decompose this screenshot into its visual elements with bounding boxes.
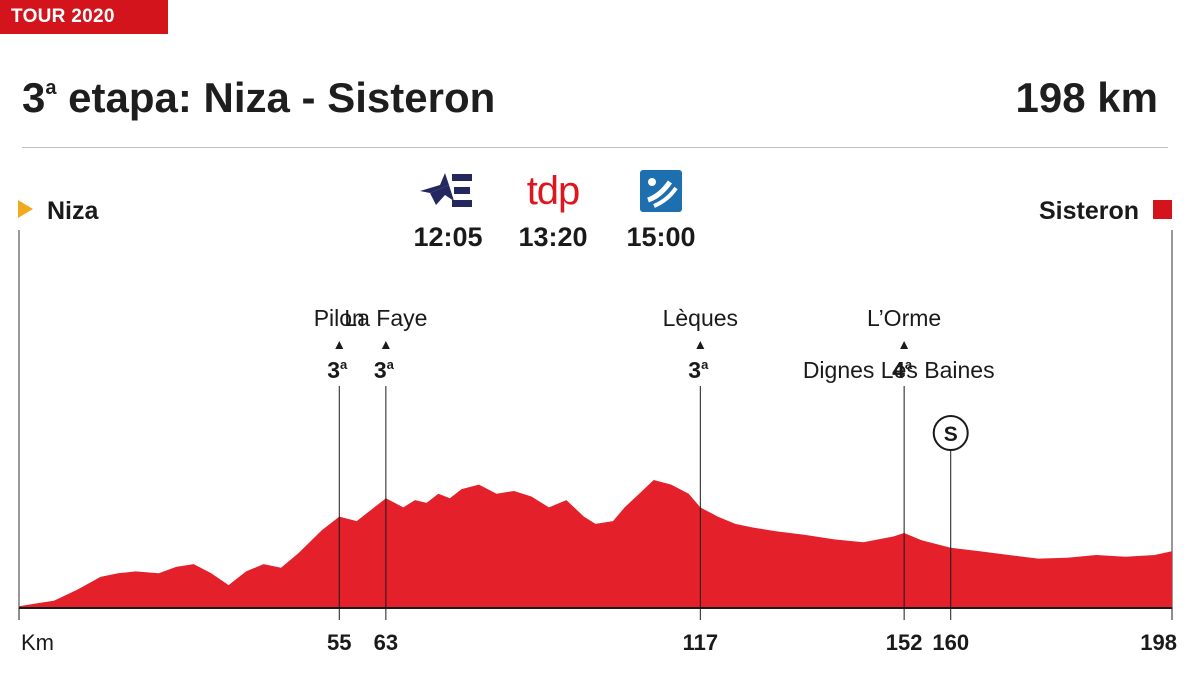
- sprint-name: Dignes Les Baines: [803, 357, 995, 383]
- climb-category: 3a: [327, 357, 348, 383]
- x-tick-label: 198: [1140, 630, 1177, 655]
- climb-name: Lèques: [663, 305, 738, 331]
- climb-category: 3a: [688, 357, 709, 383]
- stage-route: etapa: Niza - Sisteron: [56, 74, 496, 121]
- broadcast-time: 13:20: [518, 222, 588, 252]
- finish-city: Sisteron: [1038, 197, 1139, 225]
- stage-number: 3: [22, 74, 46, 121]
- stage-ordinal: a: [45, 77, 57, 99]
- broadcast-eurosport: 12:05: [393, 170, 503, 253]
- broadcast-teledeporte: 15:00: [606, 170, 716, 253]
- climb-name: La Faye: [344, 305, 427, 331]
- tour-tag: TOUR 2020: [0, 0, 168, 34]
- climb-name: Pilon: [314, 305, 365, 331]
- climb-triangle-icon: [900, 341, 909, 349]
- start-triangle-icon: [18, 200, 33, 218]
- broadcast-time: 15:00: [626, 222, 696, 252]
- x-tick-label: 55: [327, 630, 351, 655]
- finish-square-icon: [1153, 200, 1172, 219]
- broadcast-tdp: tdp 13:20: [498, 170, 608, 253]
- start-city: Niza: [47, 197, 99, 225]
- teledeporte-ball-icon: [606, 170, 716, 212]
- x-tick-label: 63: [374, 630, 398, 655]
- stage-distance: 198 km: [1015, 74, 1158, 121]
- sprint-symbol: S: [944, 423, 958, 446]
- sprint-circle-icon: [932, 415, 969, 451]
- climb-name: L’Orme: [867, 305, 941, 331]
- profile-area: [19, 480, 1172, 608]
- climb-triangle-icon: [335, 341, 344, 349]
- tdp-wordmark: tdp: [498, 170, 608, 212]
- tdp-logo-text: tdp: [526, 169, 581, 213]
- finish-label: Sisteron: [1039, 197, 1172, 226]
- header-divider: [22, 147, 1168, 148]
- climb-category: 3a: [374, 357, 395, 383]
- x-tick-label: 152: [886, 630, 923, 655]
- stage-title: 3a etapa: Niza - Sisteron: [22, 74, 495, 122]
- climb-category: 4a: [892, 357, 913, 383]
- x-tick-label: 160: [932, 630, 969, 655]
- climb-triangle-icon: [696, 341, 705, 349]
- eurosport-star-icon: [393, 170, 503, 212]
- x-tick-label: 117: [683, 630, 719, 655]
- x-axis-label: Km: [21, 630, 54, 655]
- climb-triangle-icon: [381, 341, 390, 349]
- broadcast-time: 12:05: [413, 222, 483, 252]
- start-label: Niza: [18, 197, 98, 226]
